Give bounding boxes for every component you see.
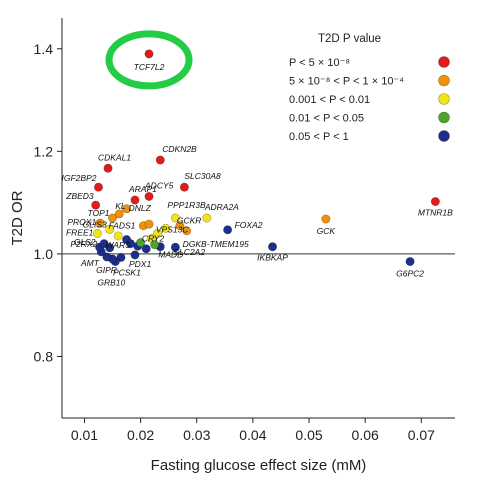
point-label: GIPR — [96, 265, 117, 275]
point-label: MADD — [158, 250, 183, 260]
point-label: MTNR1B — [418, 208, 453, 218]
data-point — [114, 232, 122, 240]
point-label: G6PC2 — [396, 269, 424, 279]
point-label: ZBED3 — [65, 191, 94, 201]
legend-entry-swatch — [439, 94, 450, 105]
x-axis-title: Fasting glucose effect size (mM) — [151, 457, 367, 474]
point-label: ARAP1 — [128, 184, 157, 194]
y-tick-label: 1.2 — [34, 143, 54, 159]
legend-entry-swatch — [439, 112, 450, 123]
point-label: FREE1 — [66, 227, 94, 237]
data-point — [180, 183, 188, 191]
point-label: IGF2BP2 — [62, 173, 97, 183]
point-label: GLS2 — [74, 237, 96, 247]
y-tick-label: 1.4 — [34, 41, 54, 57]
point-label: FOXA2 — [235, 220, 263, 230]
x-tick-label: 0.05 — [295, 427, 322, 443]
point-label: KL — [115, 201, 126, 211]
legend-entry-label: 0.05 < P < 1 — [289, 131, 349, 143]
point-label: GCK — [317, 226, 336, 236]
point-label: IKBKAP — [257, 253, 288, 263]
point-label: PCSK1 — [113, 267, 141, 277]
point-label: ADRA2A — [204, 202, 239, 212]
data-point — [142, 245, 150, 253]
x-tick-label: 0.03 — [183, 427, 210, 443]
data-point — [94, 183, 102, 191]
data-point — [322, 215, 330, 223]
legend: T2D P value P < 5 × 10⁻⁸ 5 × 10⁻⁸ < P < 1… — [289, 33, 450, 143]
highlight-ring — [109, 34, 189, 86]
legend-entry-label: 0.001 < P < 0.01 — [289, 94, 370, 106]
data-point — [131, 251, 139, 259]
y-tick-label: 1.0 — [34, 246, 54, 262]
y-axis-title: T2D OR — [9, 190, 26, 245]
point-label: PPP1R3B — [167, 200, 206, 210]
point-label: TCF7L2 — [134, 62, 165, 72]
point-label: SLC30A8 — [184, 171, 221, 181]
point-label: AMT — [80, 258, 100, 268]
legend-entry-label: 0.01 < P < 0.05 — [289, 113, 364, 125]
point-label: CRY2 — [142, 234, 165, 244]
point-label: DNLZ — [129, 203, 152, 213]
data-point — [431, 197, 439, 205]
data-point — [145, 50, 153, 58]
legend-entry-swatch — [439, 57, 450, 68]
legend-entry-swatch — [439, 75, 450, 86]
data-point — [268, 243, 276, 251]
data-point — [145, 220, 153, 228]
data-point — [104, 164, 112, 172]
legend-entry-swatch — [439, 131, 450, 142]
x-tick-label: 0.01 — [71, 427, 98, 443]
point-label: CDKN2B — [162, 144, 197, 154]
data-point — [203, 214, 211, 222]
legend-entry-label: P < 5 × 10⁻⁸ — [289, 57, 350, 69]
legend-entry-label: 5 × 10⁻⁸ < P < 1 × 10⁻⁴ — [289, 76, 404, 88]
point-label: GRB10 — [97, 278, 125, 288]
legend-title: T2D P value — [318, 33, 381, 45]
point-label: FADS1 — [109, 221, 136, 231]
x-tick-label: 0.02 — [127, 427, 154, 443]
highlight-ellipse — [109, 34, 189, 86]
point-label: CDKAL1 — [98, 152, 131, 162]
data-point — [223, 226, 231, 234]
y-tick-label: 0.8 — [34, 348, 54, 364]
x-tick-label: 0.07 — [408, 427, 435, 443]
data-point — [406, 257, 414, 265]
x-tick-label: 0.06 — [352, 427, 379, 443]
point-label: WARS — [105, 240, 131, 250]
data-point — [156, 156, 164, 164]
x-tick-label: 0.04 — [239, 427, 266, 443]
